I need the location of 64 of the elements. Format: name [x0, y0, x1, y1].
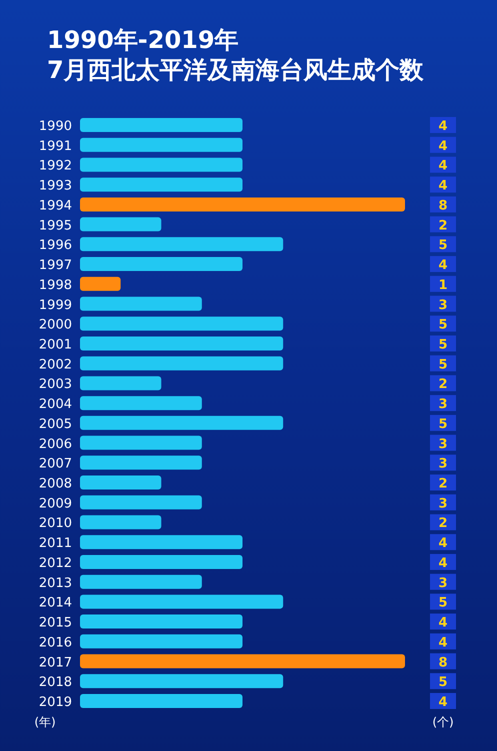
y-tick-label: 2008: [38, 476, 72, 492]
y-tick-label: 2016: [38, 635, 72, 650]
y-tick-label: 2003: [38, 377, 72, 392]
data-label: 2: [438, 476, 448, 492]
data-label: 4: [438, 556, 448, 571]
data-label: 5: [438, 318, 448, 333]
y-tick-label: 2000: [38, 318, 72, 333]
y-tick-label: 1991: [38, 138, 72, 154]
y-tick-label: 2010: [38, 516, 72, 532]
data-label: 4: [438, 695, 448, 710]
data-label: 4: [438, 119, 448, 134]
y-tick-label: 1999: [38, 298, 72, 313]
y-tick-label: 1993: [38, 178, 72, 194]
data-label: 4: [438, 158, 448, 174]
data-label: 5: [438, 416, 448, 432]
data-label: 3: [438, 456, 448, 472]
data-label: 3: [438, 436, 448, 452]
chart-subtitle: 7月西北太平洋及南海台风生成个数: [47, 56, 425, 84]
y-tick-label: 2004: [38, 397, 72, 412]
y-tick-label: 2015: [38, 616, 72, 631]
y-tick-label: 1996: [38, 238, 72, 254]
data-label: 5: [438, 357, 448, 372]
data-label: 3: [438, 397, 448, 412]
y-tick-label: 1995: [38, 218, 72, 234]
data-label: 8: [438, 655, 448, 670]
data-label: 4: [438, 138, 448, 154]
y-tick-label: 2005: [38, 416, 72, 432]
data-label: 2: [438, 218, 448, 234]
data-label: 4: [438, 258, 448, 274]
data-label: 3: [438, 496, 448, 512]
y-tick-label: 2013: [38, 576, 72, 591]
data-label: 2: [438, 377, 448, 392]
y-tick-label: 2006: [38, 436, 72, 452]
data-label: 3: [438, 576, 448, 591]
y-tick-label: 1992: [38, 158, 72, 174]
data-label: 4: [438, 635, 448, 650]
y-tick-label: 1990: [38, 119, 72, 134]
y-tick-label: 2001: [38, 337, 72, 352]
data-label: 4: [438, 616, 448, 631]
data-label: 8: [438, 198, 448, 214]
data-label: 4: [438, 178, 448, 194]
data-label: 1: [438, 278, 448, 293]
data-label: 5: [438, 675, 448, 690]
y-tick-label: 2017: [38, 655, 72, 670]
chart-title: 1990年-2019年: [47, 26, 239, 54]
data-label: 2: [438, 516, 448, 532]
y-tick-label: 2009: [38, 496, 72, 512]
y-tick-label: 1997: [38, 258, 72, 274]
y-axis-title: (年): [34, 715, 56, 729]
y-tick-label: 2014: [38, 596, 72, 611]
y-tick-label: 1994: [38, 198, 72, 214]
data-label: 5: [438, 238, 448, 254]
y-tick-label: 2007: [38, 456, 72, 472]
y-tick-label: 2002: [38, 357, 72, 372]
data-label: 5: [438, 337, 448, 352]
data-label: 3: [438, 298, 448, 313]
data-label: 5: [438, 596, 448, 611]
y-tick-label: 1998: [38, 278, 72, 293]
y-tick-label: 2011: [38, 536, 72, 552]
y-tick-label: 2012: [38, 556, 72, 571]
y-tick-label: 2019: [38, 695, 72, 710]
data-label: 4: [438, 536, 448, 552]
y-tick-label: 2018: [38, 675, 72, 690]
x-axis-title: (个): [432, 715, 454, 729]
